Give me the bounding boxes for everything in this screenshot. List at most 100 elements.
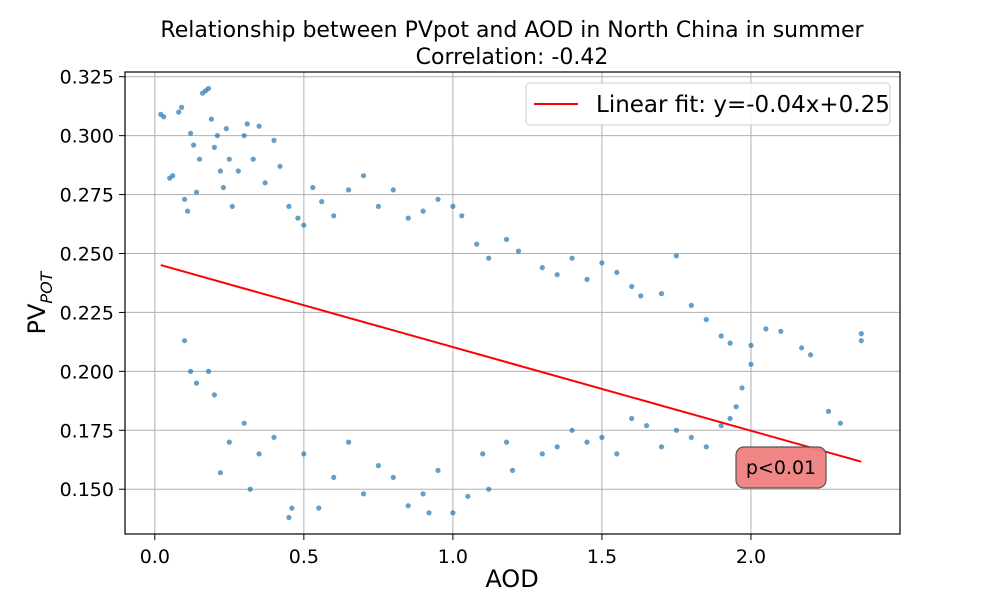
scatter-point: [718, 333, 724, 339]
scatter-point: [629, 415, 635, 422]
y-tick-label: 0.225: [60, 302, 114, 324]
scatter-point: [193, 380, 200, 386]
scatter-point: [226, 439, 232, 445]
chart-title: Relationship between PVpot and AOD in No…: [160, 18, 864, 43]
scatter-point: [161, 114, 167, 120]
scatter-point: [375, 463, 381, 469]
grid: [125, 72, 900, 534]
scatter-point: [509, 467, 516, 473]
x-tick-label: 0.0: [140, 546, 170, 568]
legend-label-fit: Linear fit: y=-0.04x+0.25: [596, 92, 890, 118]
scatter-point: [658, 291, 665, 297]
y-axis-label: PVPOT: [23, 270, 56, 334]
scatter-point: [569, 427, 575, 433]
x-tick-label: 2.0: [736, 546, 766, 568]
scatter-point: [554, 272, 560, 278]
scatter-point: [763, 326, 769, 332]
scatter-point: [614, 451, 620, 457]
scatter-point: [223, 126, 229, 132]
scatter-point: [599, 260, 605, 266]
scatter-point: [599, 434, 605, 440]
svg-text:PVPOT: PVPOT: [23, 270, 56, 334]
scatter-point: [450, 510, 456, 516]
scatter-point: [390, 474, 396, 480]
scatter-point: [277, 163, 283, 169]
scatter-point: [205, 368, 212, 374]
scatter-points: [158, 85, 864, 521]
scatter-point: [241, 133, 247, 139]
scatter-point: [435, 467, 441, 473]
scatter-point: [584, 276, 590, 282]
scatter-point: [241, 420, 247, 426]
scatter-point: [188, 130, 194, 136]
scatter-point: [739, 385, 745, 391]
x-tick-label: 0.5: [289, 546, 319, 568]
scatter-point: [718, 423, 724, 429]
scatter-point: [331, 474, 337, 480]
scatter-point: [465, 493, 471, 499]
scatter-point: [188, 368, 194, 374]
scatter-point: [229, 203, 235, 209]
scatter-point: [638, 293, 644, 299]
scatter-point: [459, 213, 465, 219]
scatter-point: [346, 187, 352, 193]
scatter-point: [688, 302, 694, 308]
scatter-point: [420, 491, 426, 497]
scatter-point: [310, 184, 316, 191]
scatter-point: [346, 439, 352, 445]
scatter-point: [539, 451, 545, 457]
scatter-point: [244, 121, 250, 127]
scatter-point: [644, 423, 650, 429]
y-tick-label: 0.250: [60, 244, 114, 266]
x-tick-label: 1.5: [587, 546, 617, 568]
scatter-point: [360, 173, 367, 179]
scatter-point: [748, 361, 754, 367]
scatter-point: [176, 109, 182, 115]
scatter-point: [629, 283, 635, 290]
scatter-point: [256, 451, 262, 457]
scatter-point: [193, 189, 200, 195]
scatter-point: [185, 208, 191, 214]
scatter-point: [614, 269, 620, 275]
scatter-point: [405, 215, 411, 221]
y-tick-label: 0.175: [60, 420, 114, 442]
scatter-point: [301, 222, 307, 228]
scatter-point: [211, 392, 217, 398]
p-value-label: p<0.01: [746, 457, 816, 479]
scatter-point: [316, 505, 322, 511]
scatter-point: [208, 116, 214, 122]
scatter-point: [727, 340, 733, 346]
y-tick-label: 0.275: [60, 185, 114, 207]
scatter-point: [515, 248, 522, 254]
scatter-point: [486, 255, 492, 261]
scatter-point: [405, 503, 411, 509]
scatter-point: [480, 451, 486, 457]
scatter-point: [733, 404, 739, 410]
p-value-annotation: p<0.01: [735, 446, 827, 489]
scatter-point: [778, 328, 784, 334]
scatter-point: [217, 470, 223, 476]
scatter-point: [217, 168, 223, 174]
scatter-point: [182, 196, 188, 202]
scatter-point: [808, 352, 814, 358]
scatter-point: [673, 253, 680, 259]
scatter-point: [688, 434, 694, 440]
scatter-point: [301, 451, 307, 457]
x-tick-label: 1.0: [438, 546, 468, 568]
y-axis-label-main: PV: [23, 303, 51, 334]
scatter-point: [211, 144, 217, 150]
scatter-point: [289, 505, 295, 511]
scatter-point: [205, 85, 212, 92]
scatter-point: [474, 241, 480, 247]
scatter-point: [503, 236, 510, 242]
scatter-point: [295, 215, 301, 221]
scatter-point: [196, 156, 203, 162]
x-axis-label: AOD: [485, 565, 538, 593]
scatter-point: [286, 514, 292, 521]
chart-subtitle: Correlation: -0.42: [416, 45, 609, 70]
y-axis-ticks: 0.150 0.175 0.200 0.225 0.250 0.275 0.300 0.325: [60, 67, 125, 501]
p-value-box: [735, 446, 827, 489]
legend-box: [525, 82, 891, 126]
